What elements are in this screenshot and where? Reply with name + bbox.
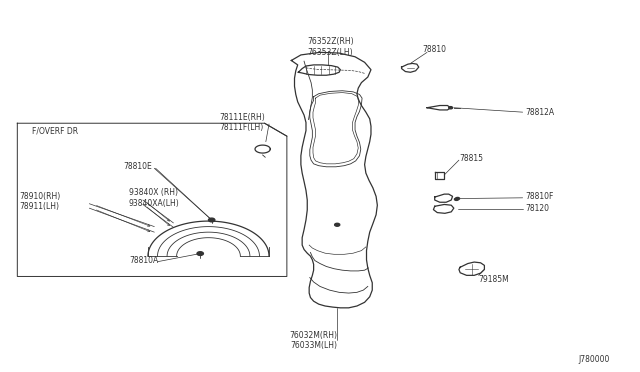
Circle shape [454,198,458,201]
Text: 78120: 78120 [525,204,549,214]
Text: 78810E: 78810E [124,162,152,171]
Text: 78111E(RH)
78111F(LH): 78111E(RH) 78111F(LH) [220,113,265,132]
Text: 76352Z(RH)
76353Z(LH): 76352Z(RH) 76353Z(LH) [307,37,354,57]
Circle shape [449,107,452,109]
Text: 78812A: 78812A [525,108,554,117]
Circle shape [197,252,204,256]
Circle shape [456,198,460,200]
Circle shape [209,218,215,222]
Text: 93840X (RH)
93840XA(LH): 93840X (RH) 93840XA(LH) [129,188,180,208]
Text: 78810: 78810 [422,45,446,54]
Text: 76032M(RH)
76033M(LH): 76032M(RH) 76033M(LH) [290,331,338,350]
Text: 78810F: 78810F [525,192,554,201]
Text: J780000: J780000 [579,355,610,364]
Text: 78910(RH)
78911(LH): 78910(RH) 78911(LH) [19,192,61,211]
Circle shape [335,223,340,226]
Text: 78810A: 78810A [129,256,158,265]
Text: 78815: 78815 [459,154,483,163]
Text: F/OVERF DR: F/OVERF DR [32,127,78,136]
Text: 79185M: 79185M [478,275,509,283]
